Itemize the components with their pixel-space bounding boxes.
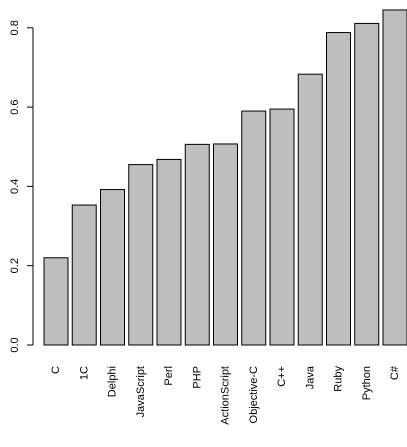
x-tick-label: C++	[276, 366, 288, 387]
bar-python	[354, 22, 380, 346]
y-tick-label: 0.0	[9, 337, 21, 352]
x-tick-label: C#	[389, 365, 401, 380]
x-tick-label: JavaScript	[135, 366, 147, 417]
bar-c	[43, 257, 69, 346]
x-tick-label: Java	[304, 365, 316, 389]
bar-ruby	[326, 32, 351, 346]
y-tick-label: 0.6	[9, 99, 21, 114]
bar-javascript	[128, 164, 154, 346]
y-axis: 0.0 0.2 0.4 0.6 0.8	[9, 20, 34, 353]
x-tick-label: Ruby	[333, 366, 345, 392]
bar-actionscript	[213, 143, 238, 346]
bar-objective-c	[241, 110, 267, 346]
x-tick-label: PHP	[191, 366, 203, 389]
x-tick-label: Python	[361, 366, 373, 400]
x-tick-labels: C 1C Delphi JavaScript Perl PHP ActionScript Ob…	[50, 365, 401, 425]
x-tick-label: 1C	[78, 366, 90, 380]
bar-perl	[156, 158, 182, 346]
bar-delphi	[100, 189, 125, 346]
bar-1c	[71, 204, 97, 346]
x-tick-label: C	[50, 366, 62, 374]
x-tick-label: ActionScript	[220, 366, 232, 425]
bar-java	[297, 73, 323, 346]
bar-c	[382, 9, 407, 346]
y-tick-label: 0.8	[9, 20, 21, 35]
bar-c	[269, 108, 295, 346]
y-tick-label: 0.4	[9, 179, 21, 194]
x-tick-label: Objective-C	[248, 366, 260, 424]
bar-php	[184, 143, 210, 346]
y-tick-label: 0.2	[9, 258, 21, 273]
bars-group	[43, 9, 407, 346]
x-tick-label: Delphi	[107, 366, 119, 397]
x-tick-label: Perl	[163, 366, 175, 386]
